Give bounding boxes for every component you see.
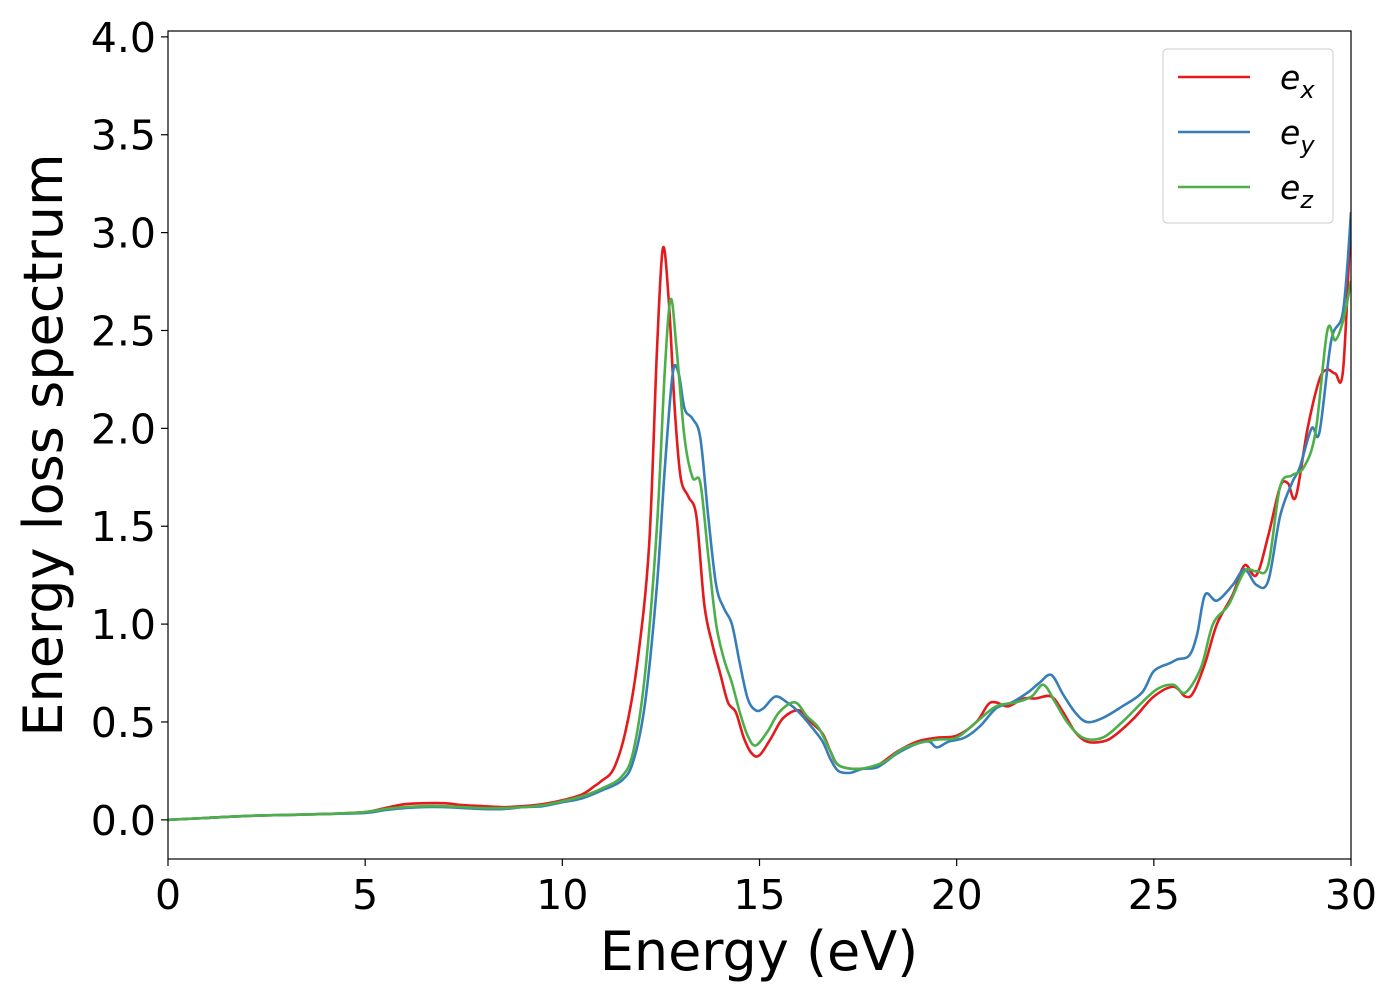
y-tick-label: 1.5 [91, 503, 156, 551]
y-tick-label: 0.5 [91, 699, 156, 747]
x-axis: 0 5 10 15 20 25 30 [155, 859, 1377, 919]
legend-label-z: ez [1280, 168, 1314, 214]
y-tick-label: 2.0 [91, 405, 156, 453]
x-tick-label: 25 [1128, 871, 1180, 919]
y-tick-label: 0.0 [91, 797, 156, 845]
x-axis-label: Energy (eV) [600, 920, 919, 983]
x-tick-label: 5 [352, 871, 378, 919]
series-layer [168, 211, 1351, 822]
x-tick-label: 0 [155, 871, 181, 919]
legend-box [1162, 48, 1334, 224]
legend-label-y: ey [1280, 113, 1315, 159]
y-axis-label: Energy loss spectrum [12, 153, 75, 736]
series-line-e-x [168, 211, 1351, 822]
legend: ex ey ez [1162, 48, 1334, 224]
y-tick-label: 3.5 [91, 112, 156, 160]
legend-label-x: ex [1280, 58, 1315, 104]
x-tick-label: 20 [931, 871, 983, 919]
x-tick-label: 30 [1325, 871, 1377, 919]
y-tick-label: 1.0 [91, 601, 156, 649]
y-tick-label: 4.0 [91, 14, 156, 62]
series-line-e-y [168, 211, 1351, 822]
x-tick-label: 15 [733, 871, 785, 919]
y-tick-label: 3.0 [91, 210, 156, 258]
y-axis: 0.0 0.5 1.0 1.5 2.0 2.5 3.0 3.5 4.0 [91, 14, 168, 845]
series-line-e-z [168, 280, 1351, 822]
y-tick-label: 2.5 [91, 307, 156, 355]
x-tick-label: 10 [536, 871, 588, 919]
